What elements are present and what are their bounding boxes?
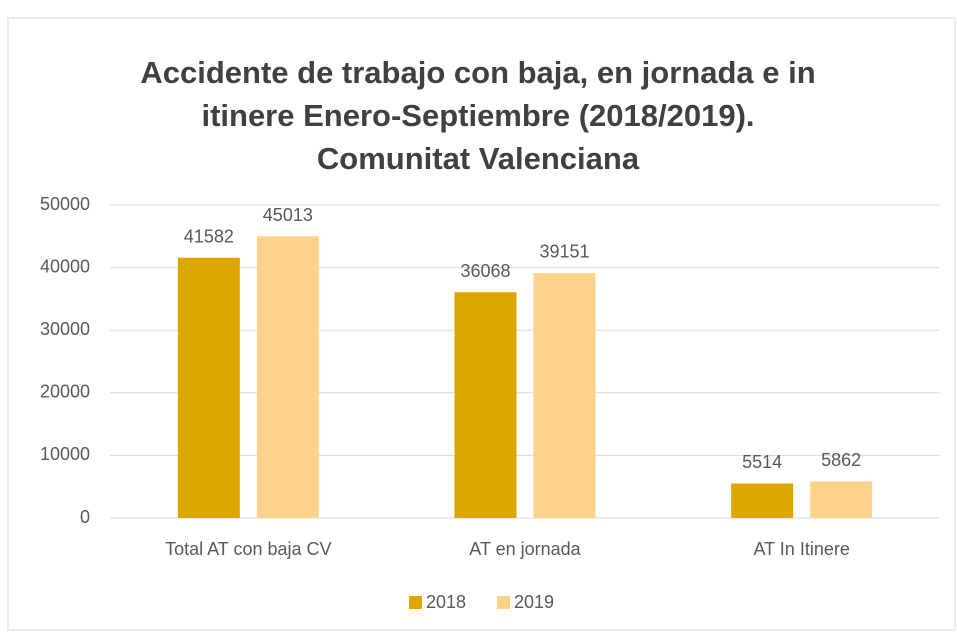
data-label: 36068 bbox=[460, 261, 510, 281]
y-tick-label: 0 bbox=[80, 507, 90, 527]
data-label: 45013 bbox=[263, 205, 313, 225]
bar bbox=[731, 483, 794, 518]
y-tick-label: 40000 bbox=[40, 256, 90, 276]
data-label: 41582 bbox=[184, 226, 234, 246]
chart-title: Comunitat Valenciana bbox=[317, 141, 640, 176]
legend-swatch bbox=[497, 596, 510, 609]
legend-label: 2018 bbox=[426, 592, 466, 612]
x-tick-label: AT en jornada bbox=[469, 539, 581, 559]
y-tick-label: 10000 bbox=[40, 444, 90, 464]
y-tick-label: 30000 bbox=[40, 319, 90, 339]
data-label: 39151 bbox=[539, 242, 589, 262]
chart-title: Accidente de trabajo con baja, en jornad… bbox=[140, 55, 815, 90]
y-tick-label: 50000 bbox=[40, 194, 90, 214]
bar bbox=[256, 236, 319, 518]
bar bbox=[810, 481, 873, 518]
data-label: 5514 bbox=[742, 452, 782, 472]
x-tick-label: AT In Itinere bbox=[753, 539, 849, 559]
y-tick-label: 20000 bbox=[40, 382, 90, 402]
bar bbox=[533, 272, 596, 518]
legend-swatch bbox=[409, 596, 422, 609]
chart-title: itinere Enero-Septiembre (2018/2019). bbox=[201, 98, 754, 133]
x-tick-label: Total AT con baja CV bbox=[165, 539, 331, 559]
bar bbox=[454, 292, 517, 518]
data-label: 5862 bbox=[821, 450, 861, 470]
legend-label: 2019 bbox=[514, 592, 554, 612]
bar bbox=[177, 257, 240, 518]
